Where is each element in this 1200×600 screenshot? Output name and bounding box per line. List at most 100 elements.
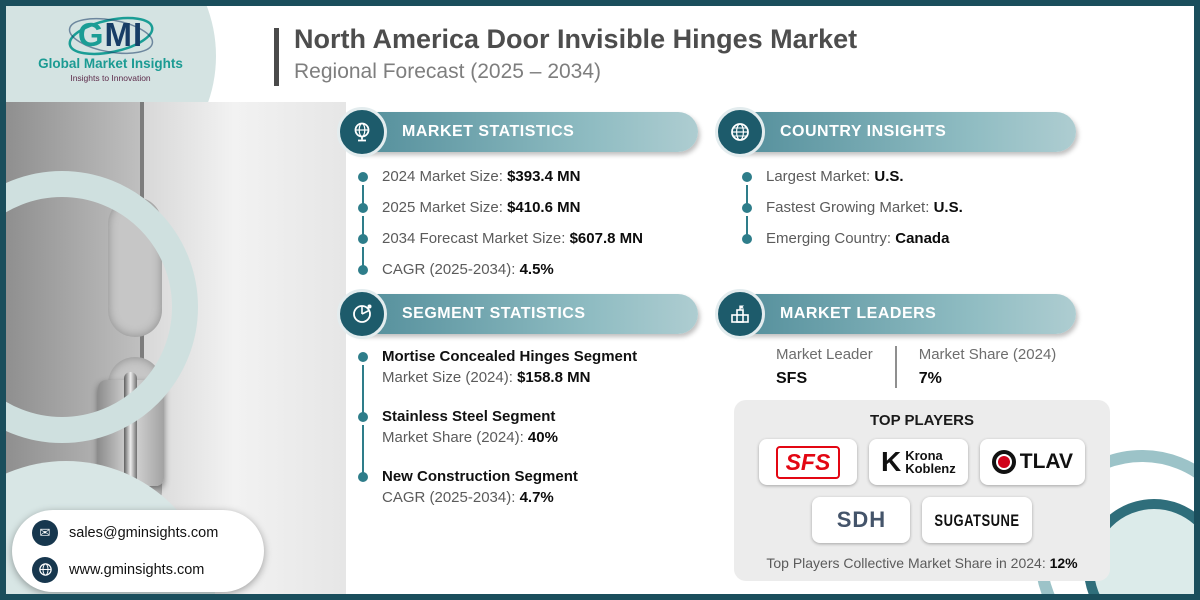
segment-title: Stainless Steel Segment: [382, 408, 556, 425]
contact-website[interactable]: www.gminsights.com: [69, 561, 205, 578]
krona-koblenz-logo: K Krona Koblenz: [881, 446, 956, 478]
krona-line1: Krona: [905, 448, 943, 463]
player-card-sugatsune: SUGATSUNE: [922, 497, 1032, 543]
page-subtitle: Regional Forecast (2025 – 2034): [294, 60, 602, 83]
stat-label: CAGR (2025-2034):: [382, 261, 520, 278]
section-header-market-leaders: MARKET LEADERS: [715, 289, 1076, 339]
top-players-title: TOP PLAYERS: [870, 412, 974, 429]
stat-label: 2034 Forecast Market Size:: [382, 230, 570, 247]
stat-value: $607.8 MN: [569, 230, 643, 247]
contact-card: ✉ sales@gminsights.com www.gminsights.co…: [12, 510, 264, 592]
footer-label: Top Players Collective Market Share in 2…: [766, 555, 1050, 571]
segment-statistics-list: Mortise Concealed Hinges Segment Market …: [358, 348, 637, 528]
logo-letters-mi: MI: [104, 16, 144, 53]
stat-value: 4.5%: [519, 261, 554, 278]
market-leader-col: Market Leader SFS: [754, 346, 895, 388]
sugatsune-logo: SUGATSUNE: [934, 510, 1020, 530]
list-item: 2034 Forecast Market Size: $607.8 MN: [358, 230, 643, 267]
otlav-target-icon: [991, 450, 1016, 474]
logo-company-name: Global Market Insights: [38, 56, 183, 71]
stat-value: Canada: [895, 230, 950, 247]
segment-detail: Market Size (2024): $158.8 MN: [382, 369, 637, 386]
list-item: Mortise Concealed Hinges Segment Market …: [358, 348, 638, 414]
globe-icon: [715, 107, 765, 157]
leader-label: Market Leader: [776, 346, 873, 363]
share-label: Market Share (2024): [918, 346, 1057, 363]
player-card-sfs: SFS: [758, 439, 857, 485]
market-leader-summary: Market Leader SFS Market Share (2024) 7%: [754, 346, 1078, 388]
email-icon: ✉: [32, 519, 58, 546]
list-item: Largest Market: U.S.: [742, 168, 963, 205]
segment-detail: Market Share (2024): 40%: [382, 429, 637, 446]
logo-letter-g: G: [77, 16, 105, 53]
stat-label: Market Share (2024):: [382, 429, 528, 446]
krona-initial: K: [880, 446, 902, 477]
otlav-wordmark: TLAV: [1019, 450, 1074, 473]
stat-label: CAGR (2025-2034):: [382, 489, 520, 506]
section-header-market-statistics: MARKET STATISTICS: [337, 107, 698, 157]
stat-value: U.S.: [933, 199, 963, 216]
stat-label: 2025 Market Size:: [382, 199, 508, 216]
list-item: 2025 Market Size: $410.6 MN: [358, 199, 643, 236]
stat-label: 2024 Market Size:: [382, 168, 508, 185]
stat-value: $158.8 MN: [517, 369, 591, 386]
globe-stand-icon: [337, 107, 387, 157]
list-item: CAGR (2025-2034): 4.5%: [358, 261, 643, 292]
stat-label: Emerging Country:: [766, 230, 896, 247]
market-share-col: Market Share (2024) 7%: [894, 346, 1079, 388]
list-item: Emerging Country: Canada: [742, 230, 963, 261]
country-insights-list: Largest Market: U.S. Fastest Growing Mar…: [742, 168, 963, 261]
list-item: New Construction Segment CAGR (2025-2034…: [358, 468, 637, 528]
contact-email[interactable]: sales@gminsights.com: [69, 524, 219, 541]
section-title-segment-statistics: SEGMENT STATISTICS: [402, 305, 586, 322]
stat-label: Largest Market:: [766, 168, 875, 185]
logo-text: GMI: [18, 14, 203, 56]
sdh-logo: SDH: [836, 507, 887, 532]
top-players-row-2: SDH SUGATSUNE: [748, 497, 1096, 543]
page-title: North America Door Invisible Hinges Mark…: [294, 24, 858, 54]
stat-label: Market Size (2024):: [382, 369, 518, 386]
header: North America Door Invisible Hinges Mark…: [294, 24, 857, 84]
gmi-logo: GMI Global Market Insights Insights to I…: [18, 14, 203, 83]
market-statistics-list: 2024 Market Size: $393.4 MN 2025 Market …: [358, 168, 643, 292]
segment-detail: CAGR (2025-2034): 4.7%: [382, 489, 637, 506]
krona-line2: Koblenz: [905, 461, 956, 476]
section-title-market-leaders: MARKET LEADERS: [780, 305, 937, 322]
section-title-market-statistics: MARKET STATISTICS: [402, 123, 575, 140]
top-players-panel: TOP PLAYERS SFS K Krona Koblenz TLAV: [734, 400, 1110, 581]
list-item: Stainless Steel Segment Market Share (20…: [358, 408, 637, 474]
stat-label: Fastest Growing Market:: [766, 199, 934, 216]
top-players-row-1: SFS K Krona Koblenz TLAV: [748, 439, 1096, 485]
stat-value: $393.4 MN: [507, 168, 581, 185]
stat-value: 4.7%: [519, 489, 554, 506]
share-value: 7%: [918, 370, 942, 387]
stat-value: 40%: [527, 429, 558, 446]
title-divider-bar: [274, 28, 279, 86]
sfs-logo: SFS: [775, 445, 841, 479]
leader-value: SFS: [776, 370, 808, 387]
section-header-country-insights: COUNTRY INSIGHTS: [715, 107, 1076, 157]
stat-value: U.S.: [874, 168, 904, 185]
footer-value: 12%: [1049, 555, 1078, 571]
stat-value: $410.6 MN: [507, 199, 581, 216]
website-globe-icon: [32, 556, 58, 583]
section-title-country-insights: COUNTRY INSIGHTS: [780, 123, 947, 140]
logo-swoosh-icon: [68, 16, 154, 56]
section-header-segment-statistics: SEGMENT STATISTICS: [337, 289, 698, 339]
player-card-krona-koblenz: K Krona Koblenz: [868, 439, 968, 485]
building-icon: [715, 289, 765, 339]
list-item: 2024 Market Size: $393.4 MN: [358, 168, 643, 205]
segment-title: Mortise Concealed Hinges Segment: [382, 348, 638, 365]
contact-email-row[interactable]: ✉ sales@gminsights.com: [32, 519, 264, 546]
segment-title: New Construction Segment: [382, 468, 578, 485]
logo-tagline: Insights to Innovation: [70, 73, 151, 83]
krona-wordmark: Krona Koblenz: [905, 449, 956, 475]
contact-website-row[interactable]: www.gminsights.com: [32, 556, 264, 583]
pie-chart-icon: [337, 289, 387, 339]
player-card-sdh: SDH: [812, 497, 911, 543]
otlav-logo: TLAV: [991, 450, 1074, 474]
list-item: Fastest Growing Market: U.S.: [742, 199, 963, 236]
player-card-otlav: TLAV: [979, 439, 1086, 485]
top-players-footer: Top Players Collective Market Share in 2…: [748, 555, 1096, 571]
